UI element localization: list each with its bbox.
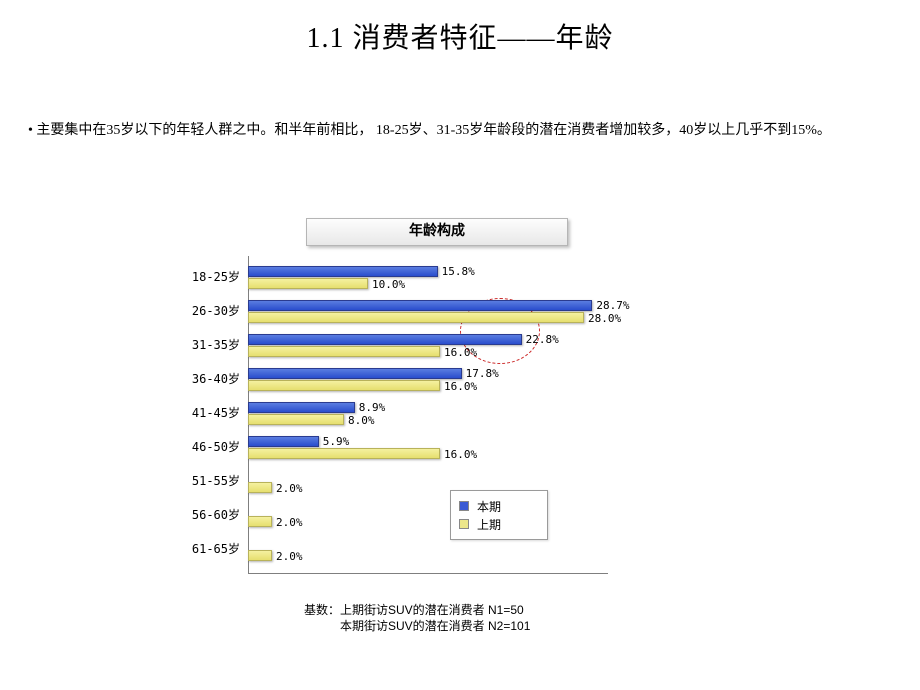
bar-previous xyxy=(248,414,344,425)
value-label-current: 17.8% xyxy=(466,368,499,379)
chart-row: 18-25岁 15.8% 10.0% xyxy=(180,262,700,292)
value-label-previous: 16.0% xyxy=(444,449,477,460)
chart-row: 46-50岁 5.9% 16.0% xyxy=(180,432,700,462)
bar-current xyxy=(248,300,592,311)
bar-previous xyxy=(248,516,272,527)
chart-row: 26-30岁 28.7% 28.0% xyxy=(180,296,700,326)
age-composition-chart: 本期上期 18-25岁15.8%10.0%26-30岁28.7%28.0%31-… xyxy=(180,256,700,586)
value-label-previous: 2.0% xyxy=(276,483,303,494)
value-label-current: 5.9% xyxy=(323,436,350,447)
summary-bullet: 主要集中在35岁以下的年轻人群之中。和半年前相比， 18-25岁、31-35岁年… xyxy=(28,120,858,141)
category-label: 31-35岁 xyxy=(180,330,240,360)
page: 1.1 消费者特征——年龄 主要集中在35岁以下的年轻人群之中。和半年前相比， … xyxy=(0,0,920,690)
value-label-previous: 16.0% xyxy=(444,347,477,358)
category-label: 51-55岁 xyxy=(180,466,240,496)
value-label-previous: 2.0% xyxy=(276,517,303,528)
category-label: 56-60岁 xyxy=(180,500,240,530)
bar-current xyxy=(248,402,355,413)
bar-previous xyxy=(248,346,440,357)
footnote-line: 本期街访SUV的潜在消费者 N2=101 xyxy=(304,618,724,634)
value-label-current: 15.8% xyxy=(442,266,475,277)
footnote: 基数：上期街访SUV的潜在消费者 N1=50本期街访SUV的潜在消费者 N2=1… xyxy=(304,602,724,634)
category-label: 46-50岁 xyxy=(180,432,240,462)
chart-title: 年龄构成 xyxy=(306,218,568,246)
category-label: 61-65岁 xyxy=(180,534,240,564)
category-label: 26-30岁 xyxy=(180,296,240,326)
bar-current xyxy=(248,334,522,345)
chart-row: 61-65岁 2.0% xyxy=(180,534,700,564)
page-title: 1.1 消费者特征——年龄 xyxy=(0,16,920,56)
footnote-line: 基数：上期街访SUV的潜在消费者 N1=50 xyxy=(304,602,724,618)
chart-row: 56-60岁 2.0% xyxy=(180,500,700,530)
bar-current xyxy=(248,368,462,379)
category-label: 18-25岁 xyxy=(180,262,240,292)
chart-row: 36-40岁 17.8% 16.0% xyxy=(180,364,700,394)
value-label-previous: 8.0% xyxy=(348,415,375,426)
category-label: 36-40岁 xyxy=(180,364,240,394)
value-label-previous: 28.0% xyxy=(588,313,621,324)
bar-previous xyxy=(248,482,272,493)
bar-previous xyxy=(248,312,584,323)
bar-previous xyxy=(248,380,440,391)
value-label-previous: 16.0% xyxy=(444,381,477,392)
value-label-previous: 2.0% xyxy=(276,551,303,562)
bar-previous xyxy=(248,278,368,289)
bar-previous xyxy=(248,550,272,561)
value-label-previous: 10.0% xyxy=(372,279,405,290)
value-label-current: 28.7% xyxy=(596,300,629,311)
bar-previous xyxy=(248,448,440,459)
x-axis xyxy=(248,573,608,574)
chart-row: 51-55岁 2.0% xyxy=(180,466,700,496)
bar-current xyxy=(248,436,319,447)
bar-current xyxy=(248,266,438,277)
chart-row: 41-45岁 8.9% 8.0% xyxy=(180,398,700,428)
chart-row: 31-35岁 22.8% 16.0% xyxy=(180,330,700,360)
category-label: 41-45岁 xyxy=(180,398,240,428)
value-label-current: 8.9% xyxy=(359,402,386,413)
value-label-current: 22.8% xyxy=(526,334,559,345)
